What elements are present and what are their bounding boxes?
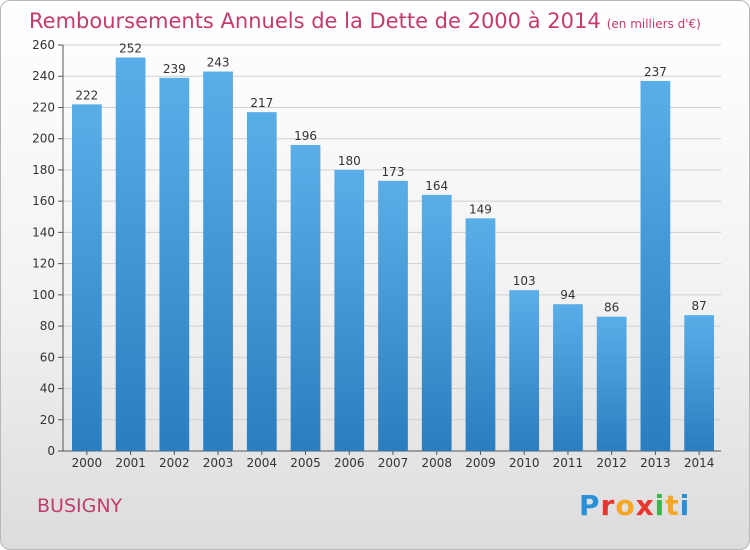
bar xyxy=(159,77,190,452)
bar xyxy=(553,304,583,451)
y-tick-label: 260 xyxy=(32,38,55,52)
data-label: 243 xyxy=(207,56,230,70)
y-tick-label: 60 xyxy=(40,350,55,364)
labels: 0 20 40 60 80 100 120 140 160 180 200 220 240 260 222 2… xyxy=(32,38,714,470)
x-tick-label: 2002 xyxy=(159,456,190,470)
data-label: 164 xyxy=(425,179,448,193)
chart-title: Remboursements Annuels de la Dette de 20… xyxy=(29,9,701,33)
y-tick-label: 100 xyxy=(32,288,55,302)
y-tick-label: 200 xyxy=(32,132,55,146)
bar xyxy=(115,57,146,451)
data-label: 173 xyxy=(382,165,405,179)
y-tick-label: 80 xyxy=(40,319,55,333)
x-tick-label: 2003 xyxy=(203,456,234,470)
data-label: 217 xyxy=(250,96,273,110)
x-tick-label: 2008 xyxy=(421,456,452,470)
data-label: 237 xyxy=(644,65,667,79)
y-tick-label: 160 xyxy=(32,194,55,208)
y-tick-label: 40 xyxy=(40,382,55,396)
bar xyxy=(246,112,277,452)
bar xyxy=(290,144,321,451)
data-label: 239 xyxy=(163,62,186,76)
bar xyxy=(378,180,408,451)
bar xyxy=(421,194,452,451)
x-tick-label: 2006 xyxy=(334,456,365,470)
proxiti-logo: Proxiti xyxy=(579,489,690,522)
bar xyxy=(640,80,671,452)
data-label: 149 xyxy=(469,202,492,216)
data-label: 196 xyxy=(294,129,317,143)
x-tick-label: 2005 xyxy=(290,456,321,470)
x-tick-label: 2013 xyxy=(640,456,671,470)
logo-letter: x xyxy=(635,489,655,522)
data-label: 252 xyxy=(119,41,142,55)
y-tick-label: 20 xyxy=(40,413,55,427)
logo-letter: t xyxy=(665,489,680,522)
logo-letter: r xyxy=(600,489,616,522)
bar xyxy=(465,218,496,451)
bar xyxy=(203,71,233,452)
data-label: 222 xyxy=(75,88,98,102)
chart-subtitle: (en milliers d'€) xyxy=(606,17,701,31)
y-tick-label: 120 xyxy=(32,257,55,271)
x-tick-label: 2001 xyxy=(115,456,146,470)
data-label: 180 xyxy=(338,154,361,168)
x-tick-label: 2009 xyxy=(465,456,496,470)
place-name: BUSIGNY xyxy=(37,495,123,517)
y-tick-label: 0 xyxy=(47,444,55,458)
logo-letter: o xyxy=(615,489,636,522)
x-tick-label: 2011 xyxy=(553,456,584,470)
logo-letter: P xyxy=(579,489,601,522)
bar xyxy=(334,169,365,451)
x-tick-label: 2012 xyxy=(596,456,627,470)
bar xyxy=(71,104,102,451)
chart-title-text: Remboursements Annuels de la Dette de 20… xyxy=(29,9,601,33)
x-tick-label: 2014 xyxy=(684,456,715,470)
data-label: 87 xyxy=(691,299,706,313)
y-tick-label: 220 xyxy=(32,100,55,114)
bar xyxy=(684,315,715,451)
x-tick-label: 2010 xyxy=(509,456,540,470)
logo-letter: i xyxy=(654,489,666,522)
x-tick-label: 2007 xyxy=(378,456,409,470)
logo-letter: i xyxy=(679,489,691,522)
data-label: 86 xyxy=(604,301,619,315)
x-tick-label: 2004 xyxy=(247,456,278,470)
y-tick-label: 180 xyxy=(32,163,55,177)
y-tick-label: 140 xyxy=(32,225,55,239)
bar xyxy=(596,316,627,451)
bar xyxy=(509,290,540,451)
bars xyxy=(71,57,715,452)
data-label: 103 xyxy=(513,274,536,288)
y-tick-label: 240 xyxy=(32,69,55,83)
data-label: 94 xyxy=(560,288,575,302)
x-tick-label: 2000 xyxy=(72,456,103,470)
